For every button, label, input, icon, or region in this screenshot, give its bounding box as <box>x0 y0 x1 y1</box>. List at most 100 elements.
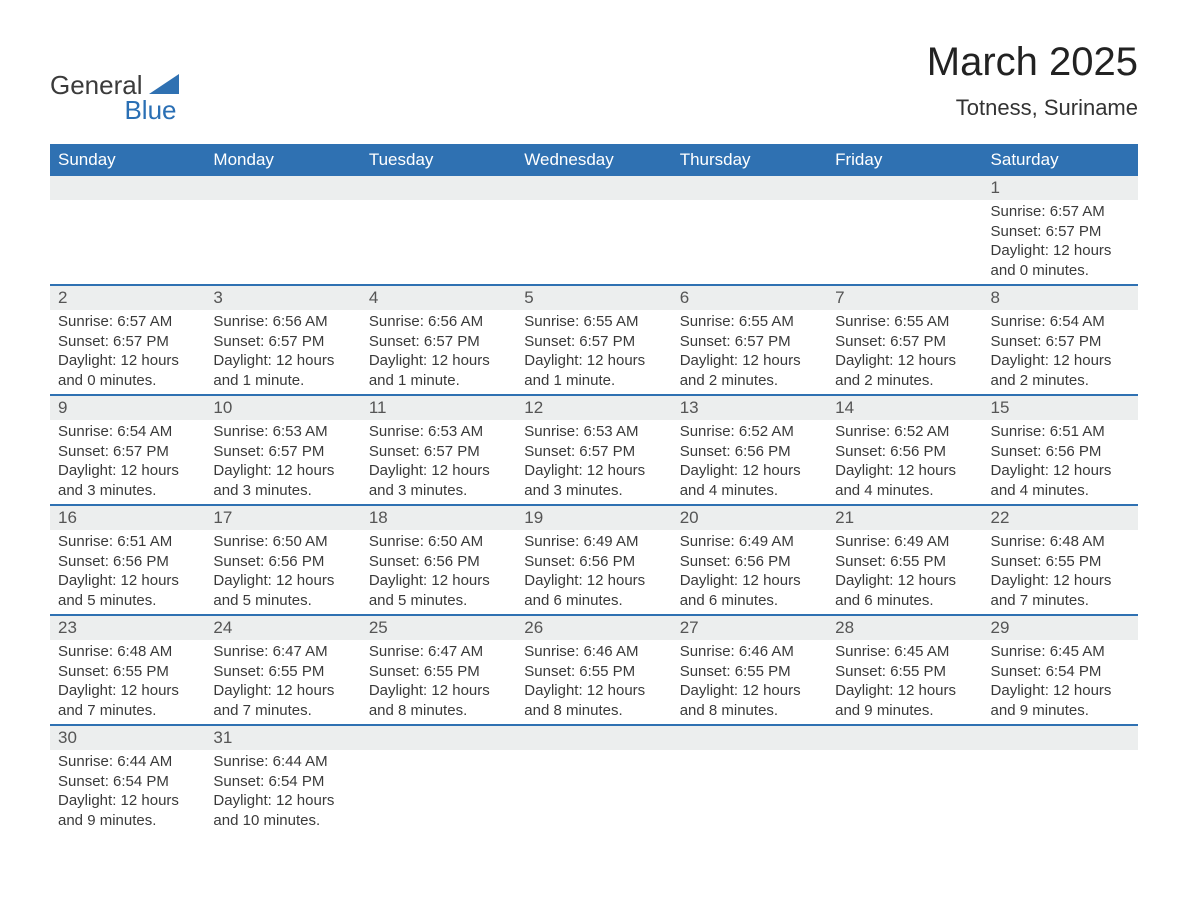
calendar-day-cell: 2Sunrise: 6:57 AMSunset: 6:57 PMDaylight… <box>50 285 205 395</box>
calendar-day-cell: 29Sunrise: 6:45 AMSunset: 6:54 PMDayligh… <box>983 615 1138 725</box>
day-number: 24 <box>205 616 360 640</box>
day-number <box>205 176 360 200</box>
day-details: Sunrise: 6:52 AMSunset: 6:56 PMDaylight:… <box>827 420 982 504</box>
day-details <box>672 200 827 282</box>
day-number: 10 <box>205 396 360 420</box>
day-number: 5 <box>516 286 671 310</box>
calendar-day-cell: 24Sunrise: 6:47 AMSunset: 6:55 PMDayligh… <box>205 615 360 725</box>
day-number: 23 <box>50 616 205 640</box>
day-number <box>361 176 516 200</box>
day-details: Sunrise: 6:44 AMSunset: 6:54 PMDaylight:… <box>205 750 360 834</box>
calendar-day-cell <box>827 725 982 834</box>
day-details: Sunrise: 6:51 AMSunset: 6:56 PMDaylight:… <box>983 420 1138 504</box>
day-details: Sunrise: 6:53 AMSunset: 6:57 PMDaylight:… <box>361 420 516 504</box>
day-number: 2 <box>50 286 205 310</box>
day-number: 20 <box>672 506 827 530</box>
day-details <box>361 750 516 832</box>
calendar-day-cell: 12Sunrise: 6:53 AMSunset: 6:57 PMDayligh… <box>516 395 671 505</box>
calendar-week-row: 23Sunrise: 6:48 AMSunset: 6:55 PMDayligh… <box>50 615 1138 725</box>
day-details: Sunrise: 6:46 AMSunset: 6:55 PMDaylight:… <box>516 640 671 724</box>
day-details: Sunrise: 6:45 AMSunset: 6:55 PMDaylight:… <box>827 640 982 724</box>
day-details: Sunrise: 6:55 AMSunset: 6:57 PMDaylight:… <box>672 310 827 394</box>
day-details: Sunrise: 6:56 AMSunset: 6:57 PMDaylight:… <box>361 310 516 394</box>
calendar-day-cell <box>361 176 516 285</box>
calendar-day-cell: 5Sunrise: 6:55 AMSunset: 6:57 PMDaylight… <box>516 285 671 395</box>
day-details: Sunrise: 6:56 AMSunset: 6:57 PMDaylight:… <box>205 310 360 394</box>
brand-logo: General Blue <box>50 70 179 126</box>
calendar-week-row: 16Sunrise: 6:51 AMSunset: 6:56 PMDayligh… <box>50 505 1138 615</box>
day-number <box>516 726 671 750</box>
calendar-day-cell <box>672 176 827 285</box>
day-number: 12 <box>516 396 671 420</box>
weekday-header: Sunday <box>50 144 205 176</box>
calendar-day-cell <box>516 725 671 834</box>
calendar-day-cell: 13Sunrise: 6:52 AMSunset: 6:56 PMDayligh… <box>672 395 827 505</box>
day-details: Sunrise: 6:51 AMSunset: 6:56 PMDaylight:… <box>50 530 205 614</box>
day-details: Sunrise: 6:53 AMSunset: 6:57 PMDaylight:… <box>516 420 671 504</box>
day-details: Sunrise: 6:48 AMSunset: 6:55 PMDaylight:… <box>50 640 205 724</box>
calendar-day-cell: 3Sunrise: 6:56 AMSunset: 6:57 PMDaylight… <box>205 285 360 395</box>
day-number: 14 <box>827 396 982 420</box>
day-number: 28 <box>827 616 982 640</box>
day-details: Sunrise: 6:54 AMSunset: 6:57 PMDaylight:… <box>50 420 205 504</box>
day-details: Sunrise: 6:57 AMSunset: 6:57 PMDaylight:… <box>50 310 205 394</box>
weekday-header: Monday <box>205 144 360 176</box>
calendar-day-cell: 14Sunrise: 6:52 AMSunset: 6:56 PMDayligh… <box>827 395 982 505</box>
day-details: Sunrise: 6:49 AMSunset: 6:56 PMDaylight:… <box>516 530 671 614</box>
day-details: Sunrise: 6:46 AMSunset: 6:55 PMDaylight:… <box>672 640 827 724</box>
calendar-day-cell: 8Sunrise: 6:54 AMSunset: 6:57 PMDaylight… <box>983 285 1138 395</box>
calendar-day-cell: 19Sunrise: 6:49 AMSunset: 6:56 PMDayligh… <box>516 505 671 615</box>
calendar-day-cell: 27Sunrise: 6:46 AMSunset: 6:55 PMDayligh… <box>672 615 827 725</box>
day-details <box>672 750 827 832</box>
calendar-day-cell: 26Sunrise: 6:46 AMSunset: 6:55 PMDayligh… <box>516 615 671 725</box>
day-details: Sunrise: 6:57 AMSunset: 6:57 PMDaylight:… <box>983 200 1138 284</box>
calendar-week-row: 9Sunrise: 6:54 AMSunset: 6:57 PMDaylight… <box>50 395 1138 505</box>
weekday-header: Friday <box>827 144 982 176</box>
day-details <box>827 200 982 282</box>
calendar-day-cell <box>50 176 205 285</box>
day-number <box>827 726 982 750</box>
calendar-day-cell: 9Sunrise: 6:54 AMSunset: 6:57 PMDaylight… <box>50 395 205 505</box>
calendar-day-cell: 15Sunrise: 6:51 AMSunset: 6:56 PMDayligh… <box>983 395 1138 505</box>
day-details <box>361 200 516 282</box>
calendar-day-cell <box>205 176 360 285</box>
day-details: Sunrise: 6:49 AMSunset: 6:56 PMDaylight:… <box>672 530 827 614</box>
day-number <box>672 726 827 750</box>
calendar-location: Totness, Suriname <box>927 95 1138 121</box>
calendar-day-cell: 25Sunrise: 6:47 AMSunset: 6:55 PMDayligh… <box>361 615 516 725</box>
day-details: Sunrise: 6:47 AMSunset: 6:55 PMDaylight:… <box>205 640 360 724</box>
day-details: Sunrise: 6:44 AMSunset: 6:54 PMDaylight:… <box>50 750 205 834</box>
calendar-day-cell <box>827 176 982 285</box>
day-details <box>983 750 1138 832</box>
day-number: 27 <box>672 616 827 640</box>
day-details: Sunrise: 6:53 AMSunset: 6:57 PMDaylight:… <box>205 420 360 504</box>
day-details <box>516 200 671 282</box>
day-details: Sunrise: 6:54 AMSunset: 6:57 PMDaylight:… <box>983 310 1138 394</box>
day-details <box>516 750 671 832</box>
day-number: 31 <box>205 726 360 750</box>
day-number: 25 <box>361 616 516 640</box>
calendar-day-cell: 7Sunrise: 6:55 AMSunset: 6:57 PMDaylight… <box>827 285 982 395</box>
weekday-header: Thursday <box>672 144 827 176</box>
day-number: 7 <box>827 286 982 310</box>
calendar-day-cell: 6Sunrise: 6:55 AMSunset: 6:57 PMDaylight… <box>672 285 827 395</box>
day-number <box>516 176 671 200</box>
day-number: 19 <box>516 506 671 530</box>
day-details: Sunrise: 6:55 AMSunset: 6:57 PMDaylight:… <box>827 310 982 394</box>
calendar-day-cell <box>516 176 671 285</box>
calendar-week-row: 2Sunrise: 6:57 AMSunset: 6:57 PMDaylight… <box>50 285 1138 395</box>
day-number: 3 <box>205 286 360 310</box>
day-details: Sunrise: 6:49 AMSunset: 6:55 PMDaylight:… <box>827 530 982 614</box>
day-number: 15 <box>983 396 1138 420</box>
calendar-day-cell <box>672 725 827 834</box>
calendar-day-cell: 20Sunrise: 6:49 AMSunset: 6:56 PMDayligh… <box>672 505 827 615</box>
calendar-day-cell: 11Sunrise: 6:53 AMSunset: 6:57 PMDayligh… <box>361 395 516 505</box>
calendar-day-cell: 10Sunrise: 6:53 AMSunset: 6:57 PMDayligh… <box>205 395 360 505</box>
calendar-day-cell: 16Sunrise: 6:51 AMSunset: 6:56 PMDayligh… <box>50 505 205 615</box>
calendar-day-cell: 21Sunrise: 6:49 AMSunset: 6:55 PMDayligh… <box>827 505 982 615</box>
day-details: Sunrise: 6:48 AMSunset: 6:55 PMDaylight:… <box>983 530 1138 614</box>
calendar-table: Sunday Monday Tuesday Wednesday Thursday… <box>50 144 1138 834</box>
calendar-day-cell: 18Sunrise: 6:50 AMSunset: 6:56 PMDayligh… <box>361 505 516 615</box>
calendar-day-cell <box>361 725 516 834</box>
day-number <box>827 176 982 200</box>
